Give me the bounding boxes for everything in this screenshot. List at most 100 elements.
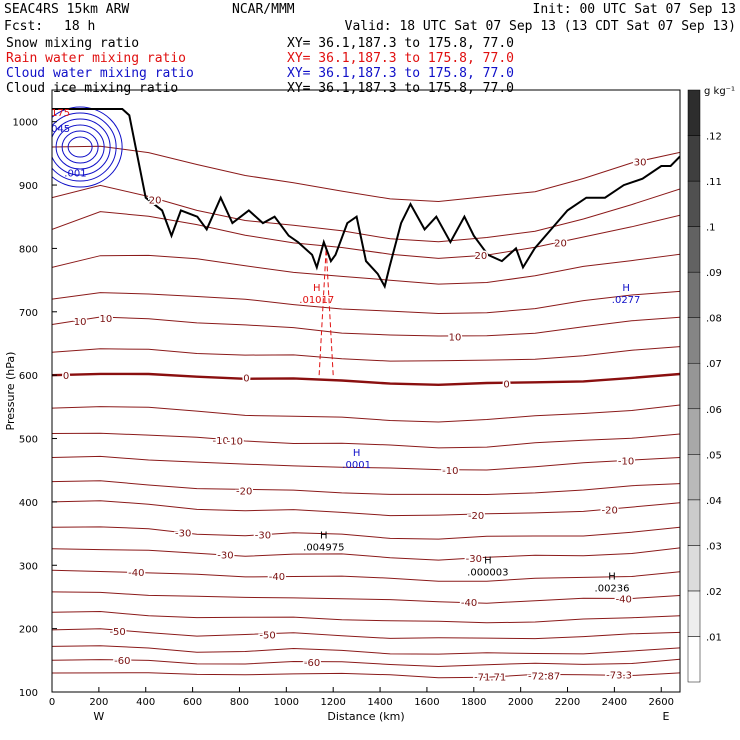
isotherm-label-11-1: -10 bbox=[618, 457, 634, 468]
colorbar-swatch-3 bbox=[687, 499, 701, 546]
x-tick-label-10: 2000 bbox=[508, 697, 533, 708]
x-end-right: E bbox=[662, 710, 669, 723]
isotherm-label-3-1: -50 bbox=[259, 630, 275, 641]
field-name-rain: Rain water mixing ratio bbox=[6, 51, 186, 66]
center-name: NCAR/MMM bbox=[232, 2, 295, 17]
annotation-value-7: .045 bbox=[48, 124, 70, 135]
field-xy-rain: XY= 36.1,187.3 to 175.8, 77.0 bbox=[287, 51, 514, 66]
rain-contour-1 bbox=[325, 248, 334, 376]
terrain-surface bbox=[52, 107, 680, 290]
x-end-left: W bbox=[93, 710, 104, 723]
colorbar-swatch-2 bbox=[687, 545, 701, 592]
y-tick-label-2: 300 bbox=[19, 561, 38, 572]
colorbar-tick-4: .05 bbox=[706, 450, 722, 461]
colorbar-swatch-1 bbox=[687, 590, 701, 637]
colorbar-swatch-5 bbox=[687, 408, 701, 455]
isotherm-label-14-1: 0 bbox=[243, 374, 249, 385]
cloud-water-contour-5 bbox=[52, 106, 123, 188]
x-tick-label-5: 1000 bbox=[274, 697, 299, 708]
isotherm-11 bbox=[52, 455, 680, 471]
x-tick-label-11: 2200 bbox=[555, 697, 580, 708]
colorbar-swatch-12 bbox=[687, 89, 701, 136]
isotherm-16 bbox=[52, 316, 680, 337]
isotherm-13 bbox=[52, 404, 680, 423]
x-tick-label-9: 1800 bbox=[461, 697, 486, 708]
y-tick-label-7: 800 bbox=[19, 244, 38, 255]
isotherm-1 bbox=[52, 658, 680, 668]
plot-frame bbox=[51, 89, 681, 693]
cloud-water-contour-3 bbox=[52, 118, 111, 176]
colorbar-unit: g kg⁻¹ bbox=[704, 86, 735, 97]
isotherm-5 bbox=[52, 591, 680, 604]
cloud-water-contour-1 bbox=[61, 130, 99, 164]
y-axis-label: Pressure (hPa) bbox=[4, 352, 17, 431]
isotherm-18 bbox=[52, 253, 680, 285]
fcst-label: Fcst: bbox=[4, 19, 43, 34]
colorbar-tick-3: .04 bbox=[706, 496, 722, 507]
y-tick-label-4: 500 bbox=[19, 435, 38, 446]
colorbar-tick-11: .12 bbox=[706, 132, 722, 143]
annotation-label-4: H bbox=[313, 283, 321, 294]
isotherm-17 bbox=[52, 290, 680, 315]
colorbar-tick-0: .01 bbox=[706, 632, 722, 643]
isotherm-2 bbox=[52, 645, 680, 655]
colorbar-tick-6: .07 bbox=[706, 359, 722, 370]
colorbar-swatch-4 bbox=[687, 454, 701, 501]
colorbar-swatch-8 bbox=[687, 271, 701, 318]
colorbar-tick-9: .1 bbox=[706, 223, 716, 234]
chart-header: SEAC4RS 15km ARW NCAR/MMM Init: 00 UTC S… bbox=[4, 2, 736, 96]
x-tick-label-1: 200 bbox=[89, 697, 108, 708]
annotation-value-2: .00236 bbox=[595, 583, 630, 594]
colorbar-tick-8: .09 bbox=[706, 268, 722, 279]
isotherm-label-8-1: -30 bbox=[255, 530, 271, 541]
colorbar-tick-10: .11 bbox=[706, 177, 722, 188]
annotation-value-8: .175 bbox=[48, 108, 70, 119]
isotherm-label-9-0: -20 bbox=[468, 511, 484, 522]
isotherm-label-12-1: -10 bbox=[227, 437, 243, 448]
rain-contour-0 bbox=[318, 248, 327, 376]
isotherm-4 bbox=[52, 610, 680, 624]
isotherm-label-16-0: 10 bbox=[74, 317, 87, 328]
field-name-cloud-ice: Cloud ice mixing ratio bbox=[6, 81, 178, 96]
isotherm-21 bbox=[52, 145, 680, 203]
cloud-water-contour-0 bbox=[67, 136, 93, 158]
isotherm-label-12-0: -10 bbox=[213, 436, 229, 447]
isotherm-label-10-0: -20 bbox=[236, 486, 252, 497]
isotherm-0 bbox=[52, 672, 680, 679]
isotherm-label-16-2: 10 bbox=[449, 333, 462, 344]
model-name: SEAC4RS 15km ARW bbox=[4, 2, 129, 17]
y-tick-label-9: 1000 bbox=[13, 118, 38, 129]
y-tick-label-5: 600 bbox=[19, 371, 38, 382]
isotherm-label-19-0: 20 bbox=[474, 251, 487, 262]
isotherm-label-0-2: -73.3 bbox=[606, 670, 632, 681]
annotation-value-6: .001 bbox=[64, 168, 86, 179]
isotherm-label-5-0: -40 bbox=[461, 598, 477, 609]
isotherm-label-1-0: -60 bbox=[114, 656, 130, 667]
x-tick-label-12: 2400 bbox=[602, 697, 627, 708]
isotherm-label-20-0: 20 bbox=[149, 195, 162, 206]
isotherm-7 bbox=[52, 547, 680, 561]
colorbar-tick-1: .02 bbox=[706, 587, 722, 598]
cloud-water-contour-2 bbox=[55, 124, 105, 170]
field-name-cloud-water: Cloud water mixing ratio bbox=[6, 66, 194, 81]
isotherm-label-14-2: 0 bbox=[503, 380, 509, 391]
annotation-value-5: .0277 bbox=[612, 295, 641, 306]
annotation-label-1: H bbox=[484, 556, 492, 567]
x-tick-label-4: 800 bbox=[230, 697, 249, 708]
init-time: Init: 00 UTC Sat 07 Sep 13 bbox=[533, 2, 737, 17]
annotation-value-1: .000003 bbox=[467, 568, 508, 579]
isotherm-label-7-1: -30 bbox=[466, 554, 482, 565]
isotherm-9 bbox=[52, 500, 680, 517]
isotherm-6 bbox=[52, 569, 680, 582]
colorbar-swatch-0 bbox=[687, 636, 701, 683]
field-name-snow: Snow mixing ratio bbox=[6, 36, 139, 51]
x-tick-label-2: 400 bbox=[136, 697, 155, 708]
field-xy-cloud-water: XY= 36.1,187.3 to 175.8, 77.0 bbox=[287, 66, 514, 81]
colorbar-swatch-9 bbox=[687, 226, 701, 273]
colorbar-tick-2: .03 bbox=[706, 541, 722, 552]
colorbar-tick-7: .08 bbox=[706, 314, 722, 325]
y-tick-label-3: 400 bbox=[19, 498, 38, 509]
colorbar-swatch-11 bbox=[687, 135, 701, 182]
isotherm-label-6-0: -40 bbox=[128, 568, 144, 579]
